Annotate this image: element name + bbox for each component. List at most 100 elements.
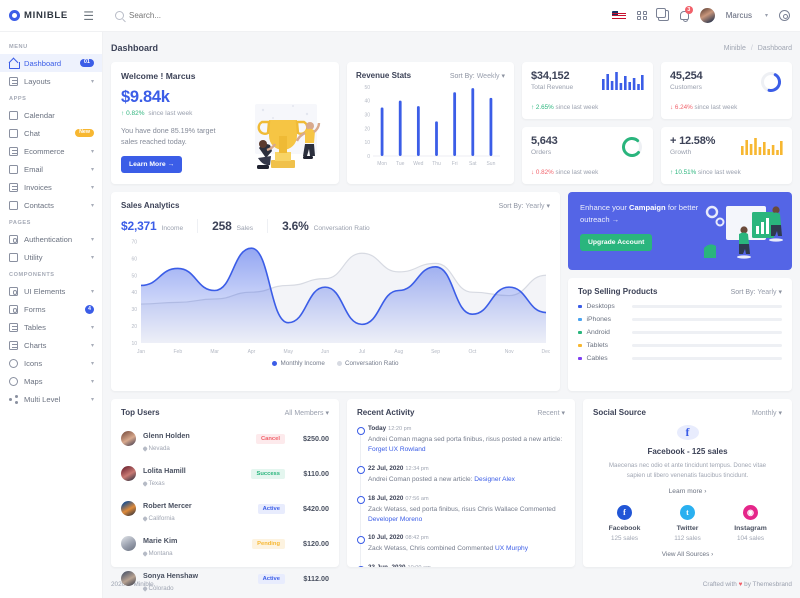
chevron-down-icon[interactable]: ▾ [90, 166, 94, 173]
breadcrumb-root[interactable]: Minible [723, 44, 746, 52]
chevron-down-icon[interactable]: ▾ [90, 236, 94, 243]
us-flag-icon[interactable] [612, 11, 627, 20]
sidebar-item-charts[interactable]: Charts ▾ [0, 336, 102, 354]
tsp-sort-control[interactable]: Sort By: Yearly ▾ [730, 288, 782, 296]
sidebar-item-icons[interactable]: Icons ▾ [0, 354, 102, 372]
sidebar-item-authentication[interactable]: Authentication ▾ [0, 230, 102, 248]
sidebar-item-layouts[interactable]: Layouts ▾ [0, 72, 102, 90]
svg-text:Jun: Jun [321, 349, 329, 355]
learn-more-button[interactable]: Learn More → [121, 156, 183, 174]
sales-analytics-card: Sales Analytics Sort By: Yearly ▾ $2,371… [111, 192, 560, 391]
hamburger-icon[interactable]: ☰ [83, 8, 94, 23]
social-network[interactable]: t Twitter 112 sales [656, 505, 719, 542]
table-row[interactable]: Marie Kim Montana Pending $120.00 [121, 530, 329, 557]
gear-icon[interactable] [779, 10, 790, 21]
social-network[interactable]: ◉ Instagram 104 sales [719, 505, 782, 542]
nav-section-title: COMPONENTS [9, 272, 55, 278]
status-badge: Pending [252, 538, 285, 549]
chevron-down-icon[interactable]: ▾ [90, 288, 94, 295]
sidebar-item-maps[interactable]: Maps ▾ [0, 372, 102, 390]
user-name: Lolita Hamill [143, 466, 186, 475]
brand-name: MINIBLE [24, 10, 68, 21]
invoices-icon [9, 182, 18, 192]
sidebar-item-email[interactable]: Email ▾ [0, 160, 102, 178]
multilevel-icon [9, 394, 18, 404]
ecommerce-icon [9, 146, 18, 156]
search-icon [115, 11, 124, 20]
nav-section-title: APPS [9, 96, 27, 102]
stat-delta: ↑ 10.51% since last week [670, 169, 741, 176]
sidebar-item-contacts[interactable]: Contacts ▾ [0, 196, 102, 214]
top-users-filter[interactable]: All Members ▾ [284, 409, 329, 417]
table-row[interactable]: Lolita Hamill Texas Success $110.00 [121, 460, 329, 487]
view-all-sources-link[interactable]: View All Sources › [661, 551, 714, 558]
sidebar-item-forms[interactable]: Forms 4 [0, 300, 102, 318]
topbar: MINIBLE ☰ 3 Marcus ▾ [0, 0, 800, 32]
table-row[interactable]: Robert Mercer California Active $420.00 [121, 495, 329, 522]
user-name: Robert Mercer [143, 501, 192, 510]
stat-label: Growth [670, 149, 692, 156]
social-networks-grid: f Facebook 125 sales t Twitter 112 sales ◉ Inst… [593, 505, 782, 542]
social-hero-title: Facebook - 125 sales [647, 447, 728, 457]
chevron-down-icon[interactable]: ▾ [90, 360, 94, 367]
chevron-down-icon[interactable]: ▾ [764, 13, 768, 19]
page-title: Dashboard [111, 43, 159, 53]
avatar[interactable] [699, 8, 715, 23]
social-network[interactable]: f Facebook 125 sales [593, 505, 656, 542]
location-pin-icon [142, 551, 148, 556]
chevron-down-icon: ▾ [778, 409, 782, 417]
sales-sort-control[interactable]: Sort By: Yearly ▾ [498, 202, 550, 210]
social-learn-more-link[interactable]: Learn more › [668, 488, 707, 495]
chevron-down-icon[interactable]: ▾ [90, 78, 94, 85]
welcome-delta-value: ↑ 0.82% [121, 110, 145, 117]
sidebar-item-utility[interactable]: Utility ▾ [0, 248, 102, 266]
table-row[interactable]: Sonya Henshaw Colorado Active $112.00 [121, 565, 329, 592]
sidebar-item-invoices[interactable]: Invoices ▾ [0, 178, 102, 196]
activity-link[interactable]: Developer Moreno [368, 515, 423, 523]
chevron-down-icon[interactable]: ▾ [90, 324, 94, 331]
activity-link[interactable]: UX Murphy [495, 545, 529, 553]
main-content: Dashboard Minible / Dashboard Welcome ! … [103, 32, 800, 598]
stat-delta: ↑ 2.65% since last week [531, 104, 599, 111]
activity-filter[interactable]: Recent ▾ [537, 409, 565, 417]
location-pin-icon [142, 481, 148, 486]
sidebar-item-ui-elements[interactable]: UI Elements ▾ [0, 282, 102, 300]
revenue-sort-control[interactable]: Sort By: Weekly ▾ [449, 72, 505, 80]
activity-date: 18 Jul, 2020 07:56 am [368, 494, 429, 502]
grid-apps-icon[interactable] [637, 10, 647, 21]
top-users-list: Glenn Holden Nevada Cancel $250.00 Lolita Ha… [121, 425, 329, 592]
chevron-down-icon[interactable]: ▾ [90, 202, 94, 209]
activity-link[interactable]: Designer Alex [474, 475, 515, 483]
twitter-icon: t [680, 505, 695, 520]
chevron-down-icon[interactable]: ▾ [90, 396, 94, 403]
sidebar-item-chat[interactable]: Chat New [0, 124, 102, 142]
bell-icon[interactable]: 3 [679, 6, 693, 22]
sidebar-item-multi-level[interactable]: Multi Level ▾ [0, 390, 102, 408]
sidebar-item-tables[interactable]: Tables ▾ [0, 318, 102, 336]
user-amount: $420.00 [303, 504, 329, 513]
revenue-stats-card: Revenue Stats Sort By: Weekly ▾ 0 10 20 30 4… [347, 62, 514, 184]
chevron-down-icon[interactable]: ▾ [90, 254, 94, 261]
stat-card: $34,152 Total Revenue [522, 62, 653, 119]
table-row[interactable]: Glenn Holden Nevada Cancel $250.00 [121, 425, 329, 452]
svg-text:Mon: Mon [377, 161, 387, 167]
chevron-down-icon[interactable]: ▾ [90, 378, 94, 385]
sidebar-item-label: Icons [24, 358, 43, 368]
upgrade-account-button[interactable]: Upgrade Account [580, 234, 653, 252]
social-network-sales: 112 sales [674, 535, 701, 542]
chevron-down-icon[interactable]: ▾ [90, 148, 94, 155]
status-badge: Active [257, 573, 285, 584]
user-name[interactable]: Marcus [725, 11, 752, 20]
fullscreen-icon[interactable] [655, 8, 669, 21]
search-input[interactable] [129, 11, 319, 20]
social-filter[interactable]: Monthly ▾ [752, 409, 782, 417]
chevron-down-icon[interactable]: ▾ [90, 184, 94, 191]
avatar [121, 571, 136, 586]
sidebar-item-calendar[interactable]: Calendar [0, 106, 102, 124]
chevron-down-icon[interactable]: ▾ [90, 342, 94, 349]
svg-text:Dec: Dec [542, 349, 550, 355]
sidebar-item-ecommerce[interactable]: Ecommerce ▾ [0, 142, 102, 160]
activity-link[interactable]: Forget UX Rowland [368, 445, 426, 453]
sidebar-item-dashboard[interactable]: Dashboard 01 [0, 54, 102, 72]
search-box[interactable] [115, 11, 345, 20]
